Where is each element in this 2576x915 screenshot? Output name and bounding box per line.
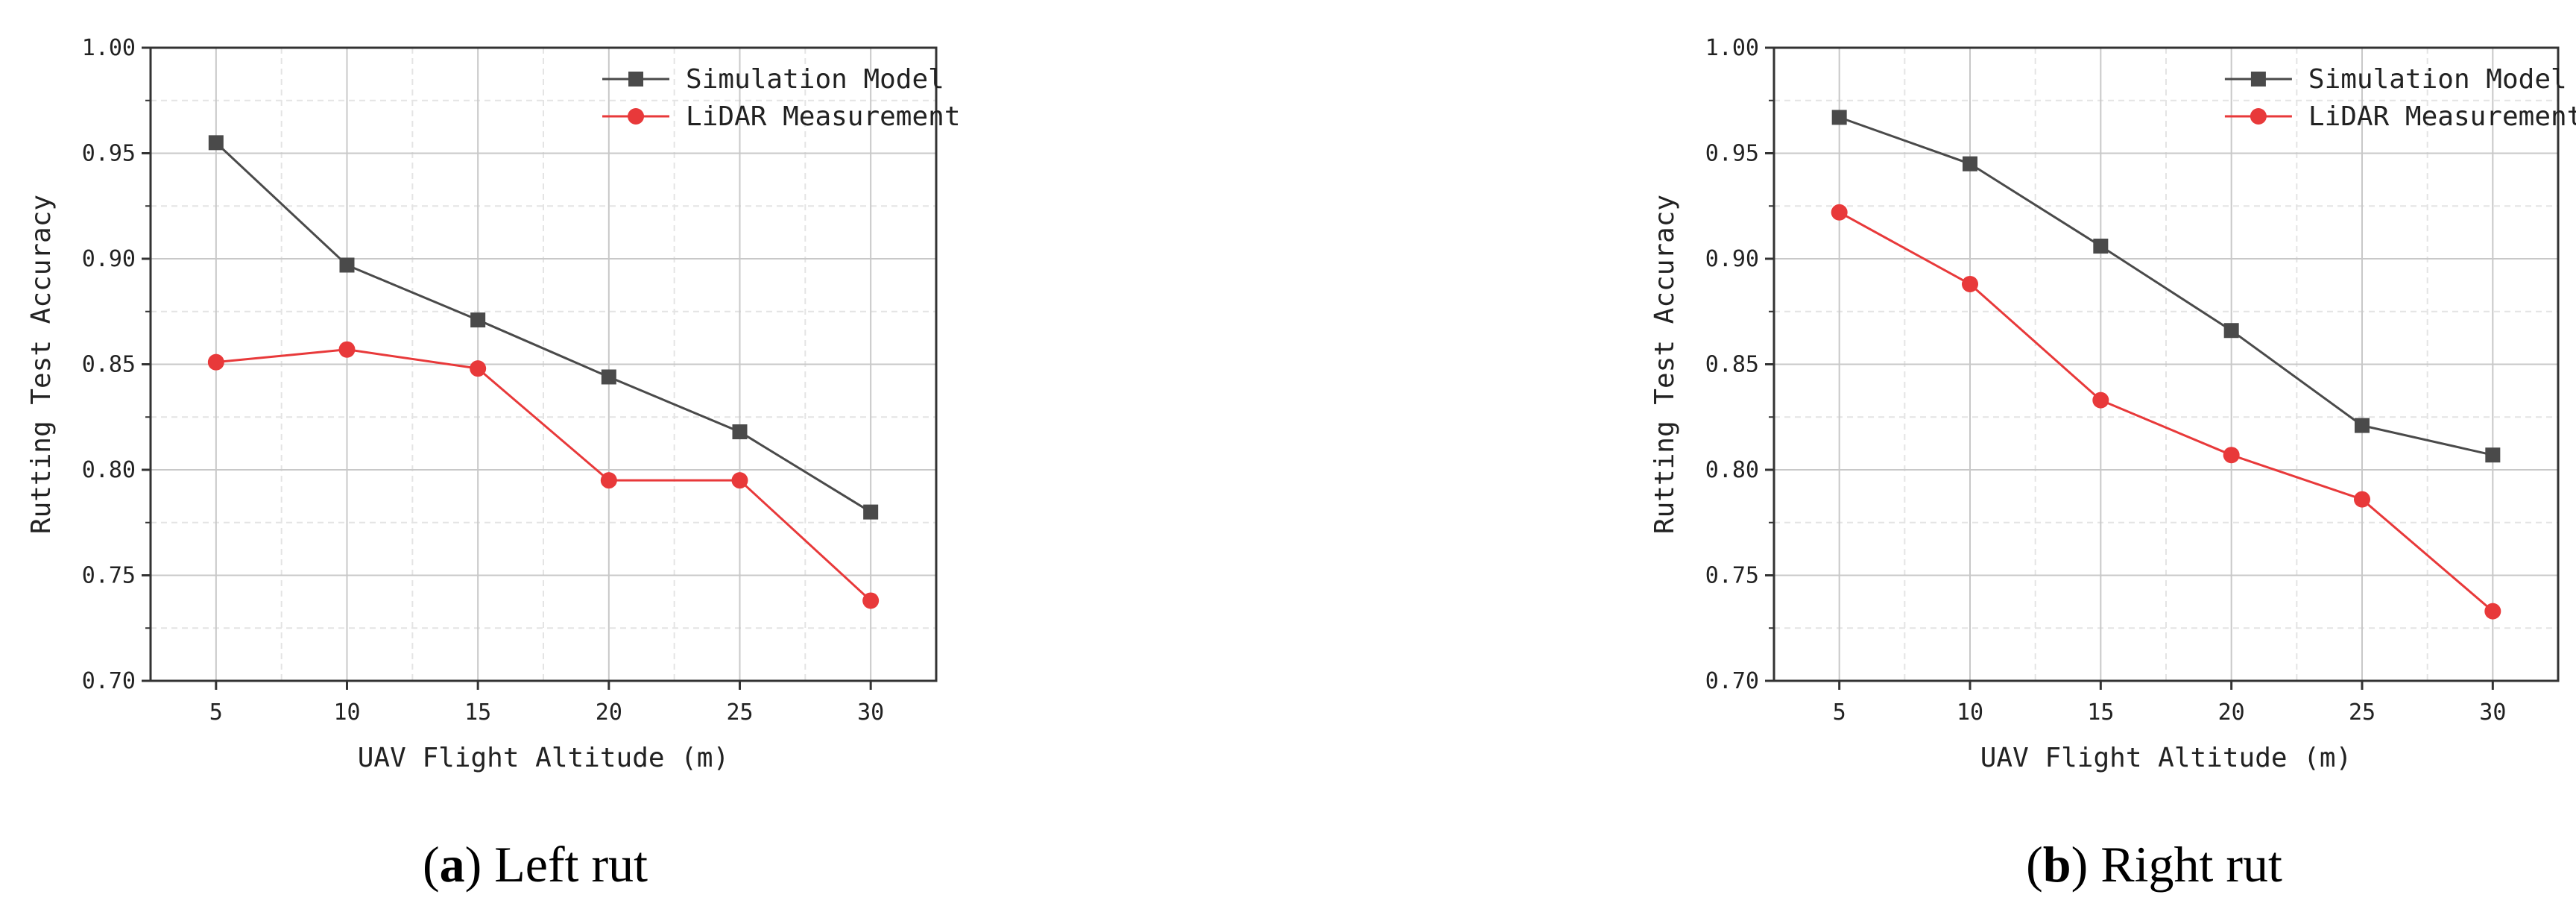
series-simulation-model: [1831, 110, 2501, 463]
data-point: [2093, 239, 2109, 254]
x-tick-label: 10: [1957, 699, 1983, 726]
data-point: [339, 257, 355, 273]
y-tick-label: 0.85: [1705, 352, 1759, 378]
data-point: [732, 424, 748, 440]
grid: [1774, 48, 2558, 681]
caption-text: Left rut: [494, 836, 648, 893]
data-point: [1831, 204, 1848, 221]
x-tick-label: 25: [2349, 699, 2375, 726]
y-tick-label: 0.75: [82, 563, 136, 589]
legend-marker: [628, 72, 644, 87]
legend: Simulation Model LiDAR Measurement: [602, 64, 961, 132]
data-point: [1963, 156, 1977, 172]
legend-label: LiDAR Measurement: [2308, 101, 2576, 132]
y-tick-label: 0.95: [82, 141, 136, 167]
y-tick-label: 0.70: [82, 668, 136, 694]
data-point: [600, 472, 617, 489]
data-point: [2223, 323, 2239, 339]
caption-paren-open: (: [423, 836, 440, 893]
data-point: [2485, 447, 2501, 463]
x-tick-label: 20: [596, 699, 622, 726]
series-simulation-model: [208, 135, 879, 520]
data-point: [2355, 418, 2370, 433]
legend-marker: [628, 108, 645, 125]
caption-paren-close: ): [2071, 836, 2101, 893]
x-tick-label: 25: [726, 699, 753, 726]
data-point: [1962, 275, 1978, 292]
data-point: [2223, 447, 2240, 464]
caption-text: Right rut: [2100, 836, 2282, 893]
x-tick-label: 30: [857, 699, 884, 726]
data-point: [862, 592, 880, 609]
figure-caption: (b) Right rut: [2026, 836, 2282, 893]
legend-label: Simulation Model: [686, 64, 944, 95]
figure-caption: (a) Left rut: [423, 836, 648, 893]
x-tick-label: 15: [2087, 699, 2114, 726]
x-axis-label: UAV Flight Altitude (m): [1980, 743, 2352, 773]
x-tick-label: 20: [2218, 699, 2245, 726]
data-point: [2092, 392, 2109, 409]
y-tick-label: 0.95: [1705, 141, 1759, 167]
y-tick-label: 1.00: [1705, 35, 1759, 61]
y-tick-label: 0.85: [82, 352, 136, 378]
data-point: [863, 504, 879, 520]
y-axis-label: Rutting Test Accuracy: [26, 195, 57, 534]
caption-letter: a: [440, 836, 465, 893]
data-point: [731, 472, 748, 489]
legend: Simulation Model LiDAR Measurement: [2224, 64, 2576, 132]
legend-marker: [2250, 108, 2267, 125]
series-lidar-measurement: [207, 341, 880, 609]
y-tick-label: 0.80: [82, 457, 136, 483]
series-line: [1839, 116, 2493, 456]
chart-left-rut: 0.70 0.75 0.80 0.85 0.90 0.95 1.00 5 10 15 20 25 30 U…: [26, 35, 961, 893]
y-tick-label: 1.00: [82, 35, 136, 61]
data-point: [601, 369, 616, 385]
caption-letter: b: [2043, 836, 2071, 893]
grid: [151, 48, 936, 681]
legend-label: Simulation Model: [2308, 64, 2567, 95]
caption-paren-open: (: [2026, 836, 2043, 893]
data-point: [338, 341, 356, 358]
y-axis-label: Rutting Test Accuracy: [1650, 195, 1680, 534]
data-point: [208, 135, 224, 151]
data-point: [207, 353, 224, 371]
series-lidar-measurement: [1831, 204, 2501, 620]
series-line: [1838, 211, 2494, 612]
y-tick-label: 0.80: [1705, 457, 1759, 483]
y-tick-label: 0.75: [1705, 563, 1759, 589]
x-axis-label: UAV Flight Altitude (m): [358, 743, 730, 773]
legend-label: LiDAR Measurement: [686, 101, 960, 132]
y-tick-label: 0.90: [1705, 246, 1759, 272]
data-point: [1831, 110, 1847, 125]
series-line: [215, 348, 872, 602]
x-tick-label: 15: [464, 699, 491, 726]
x-tick-label: 10: [333, 699, 360, 726]
x-tick-label: 5: [209, 699, 223, 726]
y-tick-label: 0.70: [1705, 668, 1759, 694]
data-point: [470, 312, 486, 328]
x-tick-label: 30: [2479, 699, 2506, 726]
series-line: [215, 142, 871, 513]
data-point: [2354, 491, 2370, 508]
caption-paren-close: ): [465, 836, 495, 893]
data-point: [470, 360, 487, 377]
data-point: [2484, 603, 2501, 620]
x-tick-label: 5: [1833, 699, 1846, 726]
legend-marker: [2250, 72, 2266, 87]
y-tick-label: 0.90: [82, 246, 136, 272]
chart-right-rut: 0.70 0.75 0.80 0.85 0.90 0.95 1.00 5 10 15 20 25 30 U…: [1650, 35, 2576, 893]
